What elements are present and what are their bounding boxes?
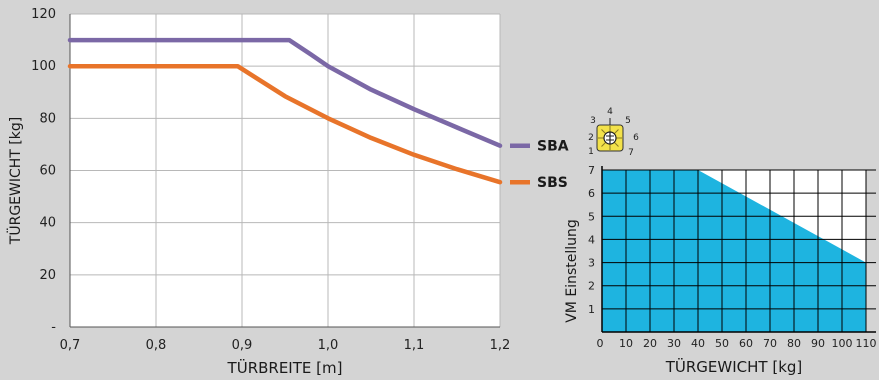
x-axis-label: TÜRBREITE [m] (227, 358, 343, 377)
grid (69, 13, 501, 328)
y-tick-label: 120 (31, 7, 56, 22)
x-tick-label: 20 (643, 337, 657, 350)
y-tick-label: 7 (588, 164, 595, 177)
x-tick-label: 0 (597, 337, 604, 350)
dial-number: 6 (633, 133, 639, 143)
x-tick-label: 10 (619, 337, 633, 350)
vm-area (602, 170, 866, 332)
legend-label-sba: SBA (537, 139, 569, 155)
x-tick-label: 90 (811, 337, 825, 350)
dial-number: 5 (625, 116, 631, 126)
x-tick-label: 1,2 (490, 338, 511, 353)
y-tick-label: 100 (31, 59, 56, 74)
legend: SBA SBS (510, 139, 569, 191)
x-tick-label: 30 (667, 337, 681, 350)
y-axis-label: TÜRGEWICHT [kg] (6, 117, 24, 245)
x-tick-label: 50 (715, 337, 729, 350)
vm-setting-chart: 0 10 20 30 40 50 60 70 80 90 100 110 1 2 3 4 5 6 7 TÜRGEW… (564, 164, 877, 376)
x-tick-label: 1,1 (404, 338, 425, 353)
y-tick-label: 5 (588, 210, 595, 223)
x-tick-label: 110 (856, 337, 877, 350)
y-tick-label: 2 (588, 280, 595, 293)
dial-number: 3 (590, 116, 596, 126)
series-line-sbs (67, 63, 503, 185)
y-tick-label: 40 (39, 216, 56, 231)
x-tick-label: 70 (763, 337, 777, 350)
y-tick-label: 20 (39, 268, 56, 283)
adjustment-dial-icon: 1 2 3 4 56 7 (588, 107, 639, 158)
y-tick-labels: 1 2 3 4 5 6 7 (588, 164, 595, 316)
y-tick-label: 6 (588, 187, 595, 200)
x-tick-label: 100 (832, 337, 853, 350)
dial-number: 1 (588, 147, 594, 157)
y-axis-label: VM Einstellung (564, 219, 580, 323)
dial-number: 2 (588, 133, 594, 143)
x-tick-label: 0,7 (60, 338, 81, 353)
y-tick-label: - (51, 320, 56, 335)
y-tick-label: 1 (588, 303, 595, 316)
axes (601, 166, 876, 333)
x-tick-label: 0,8 (146, 338, 167, 353)
x-tick-label: 0,9 (232, 338, 253, 353)
series-lines (67, 37, 503, 185)
series-line-sba (67, 37, 503, 148)
x-tick-label: 80 (787, 337, 801, 350)
y-tick-label: 4 (588, 233, 595, 246)
x-axis-label: TÜRGEWICHT [kg] (665, 357, 803, 376)
x-tick-labels: 0,7 0,8 0,9 1,0 1,1 1,2 (60, 338, 511, 353)
y-tick-label: 60 (39, 164, 56, 179)
legend-label-sbs: SBS (537, 175, 568, 191)
dial-number: 7 (628, 148, 634, 158)
y-tick-labels: - 20 40 60 80 100 120 (31, 7, 56, 335)
x-tick-label: 1,0 (318, 338, 339, 353)
y-tick-label: 80 (39, 111, 56, 126)
dial-number: 4 (607, 107, 613, 117)
x-tick-labels: 0 10 20 30 40 50 60 70 80 90 100 110 (597, 337, 877, 350)
x-tick-label: 40 (691, 337, 705, 350)
x-tick-label: 60 (739, 337, 753, 350)
y-tick-label: 3 (588, 257, 595, 270)
